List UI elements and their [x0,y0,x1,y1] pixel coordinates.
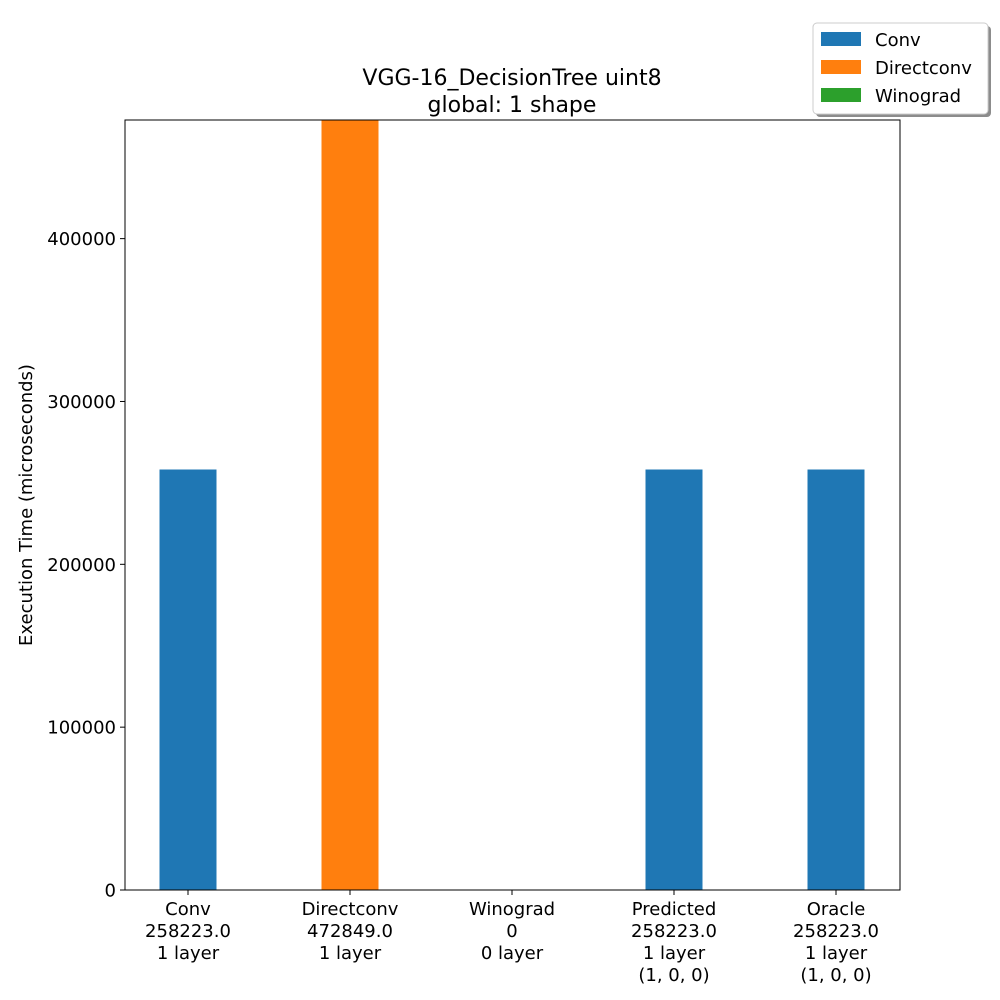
bar-conv [159,469,217,890]
x-tick-label-line: 0 layer [481,943,544,964]
legend-label-conv: Conv [875,30,921,51]
legend-label-winograd: Winograd [875,86,961,107]
y-tick-label: 200000 [47,555,116,576]
y-axis-label: Execution Time (microseconds) [16,364,37,646]
bar-predicted [645,469,703,890]
x-tick-label-predicted: Predicted 258223.0 1 layer (1, 0, 0) [631,899,717,986]
x-tick-label-line: (1, 0, 0) [638,965,709,986]
x-tick-label-line: 1 layer [157,943,220,964]
y-tick-label: 400000 [47,229,116,250]
x-tick-label-directconv: Directconv 472849.0 1 layer [302,899,399,964]
x-tick-label-oracle: Oracle 258223.0 1 layer (1, 0, 0) [793,899,879,986]
x-tick-label-line: 1 layer [643,943,706,964]
x-tick-label-line: 472849.0 [307,921,393,942]
legend-swatch-winograd [821,88,861,102]
chart-title: VGG-16_DecisionTree uint8 global: 1 shap… [362,66,661,118]
x-tick-label-line: (1, 0, 0) [800,965,871,986]
x-tick-label-line: Predicted [632,899,717,920]
x-tick-label-line: 258223.0 [145,921,231,942]
legend-label-directconv: Directconv [875,58,972,79]
x-tick-label-conv: Conv 258223.0 1 layer [145,899,231,964]
x-tick-label-line: Directconv [302,899,399,920]
x-tick-label-line: Oracle [807,899,866,920]
x-tick-label-line: 1 layer [319,943,382,964]
x-tick-label-winograd: Winograd 0 0 layer [469,899,555,964]
y-tick-label: 0 [105,881,116,902]
plot-area-frame [124,119,901,891]
x-tick-label-line: 258223.0 [793,921,879,942]
x-tick-label-line: 0 [506,921,517,942]
y-axis: 0 100000 200000 300000 400000 [47,229,125,902]
legend-swatch-conv [821,32,861,46]
x-tick-label-line: Conv [165,899,211,920]
x-tick-label-line: Winograd [469,899,555,920]
x-tick-label-line: 258223.0 [631,921,717,942]
x-tick-label-line: 1 layer [805,943,868,964]
y-tick-label: 300000 [47,392,116,413]
legend: Conv Directconv Winograd [812,22,991,117]
legend-swatch-directconv [821,60,861,74]
bar-directconv [321,120,379,890]
chart-title-line-2: global: 1 shape [428,93,597,118]
bar-series [159,120,865,890]
bar-oracle [807,469,865,890]
chart-title-line-1: VGG-16_DecisionTree uint8 [362,66,661,91]
y-tick-label: 100000 [47,718,116,739]
